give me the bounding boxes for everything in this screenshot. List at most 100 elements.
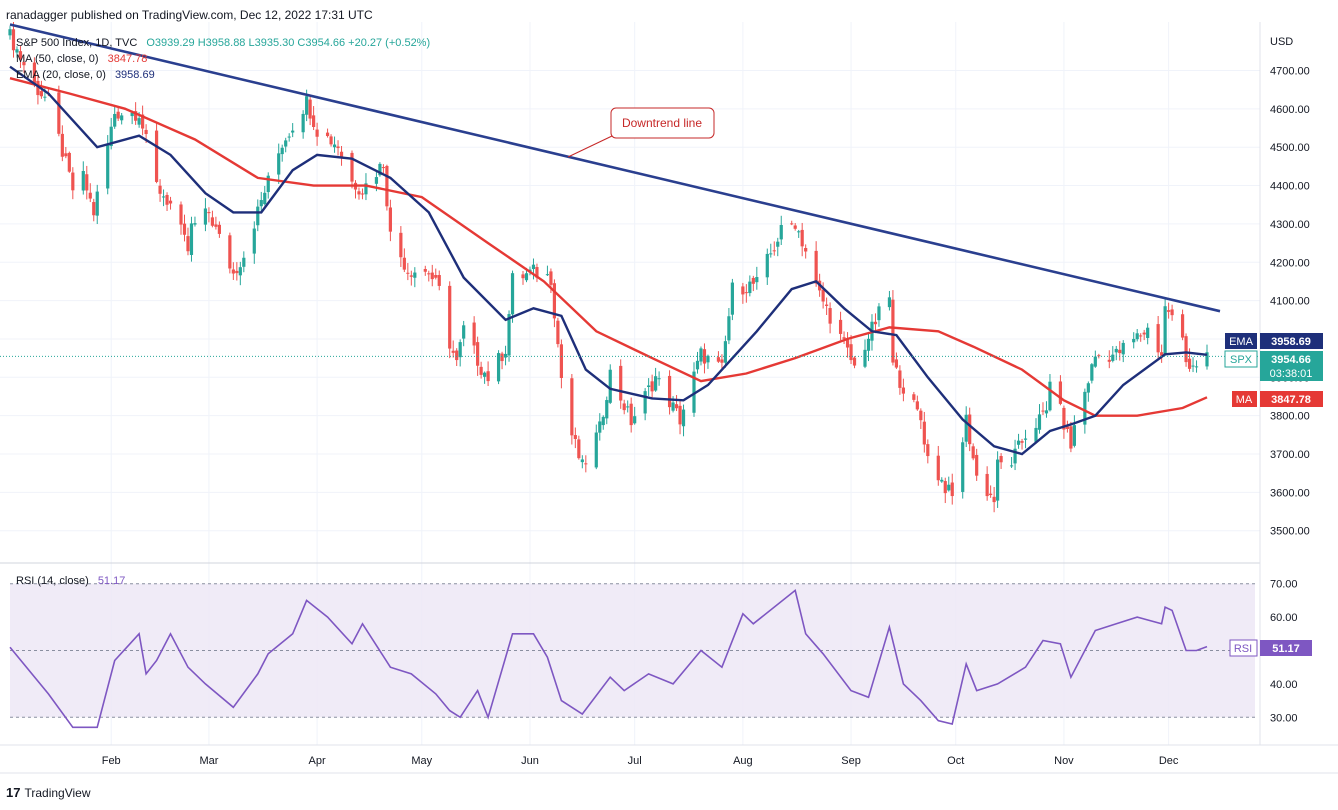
candle-body	[203, 208, 208, 225]
candle-body	[388, 207, 392, 232]
footer-brand[interactable]: TradingView	[24, 785, 91, 800]
candle-body	[887, 297, 892, 308]
price-tick: 3700.00	[1270, 449, 1310, 461]
time-label: May	[411, 755, 432, 767]
time-label: Apr	[309, 755, 326, 767]
price-tick: 3600.00	[1270, 487, 1310, 499]
candle-body	[350, 152, 354, 182]
candle-body	[252, 228, 256, 254]
candle-body	[1114, 348, 1118, 353]
price-tick: 4600.00	[1270, 104, 1310, 116]
candle-body	[1072, 425, 1076, 446]
candle-body	[894, 359, 899, 368]
svg-text:3847.78: 3847.78	[1271, 394, 1311, 406]
candle-body	[674, 404, 679, 409]
candle-body	[15, 49, 19, 53]
candle-body	[1118, 349, 1122, 354]
candle-body	[619, 365, 623, 401]
candle-body	[1163, 306, 1167, 355]
candle-body	[116, 111, 120, 119]
candle-body	[814, 250, 818, 284]
candle-body	[1139, 335, 1143, 337]
legend-symbol: S&P 500 Index, 1D, TVC	[16, 37, 137, 49]
candle-body	[1020, 441, 1024, 443]
time-label: Feb	[102, 755, 121, 767]
downtrend-annotation[interactable]: Downtrend line	[567, 107, 715, 158]
candle-body	[378, 163, 382, 176]
candle-body	[779, 224, 783, 240]
candle-body	[399, 232, 403, 258]
candle-body	[947, 484, 951, 491]
candle-body	[263, 192, 267, 205]
candle-body	[1041, 410, 1045, 412]
time-label: Dec	[1159, 755, 1179, 767]
candle-body	[681, 409, 686, 427]
candle-body	[605, 400, 609, 419]
candle-body	[971, 446, 975, 459]
candle-body	[877, 306, 881, 321]
candle-body	[277, 153, 281, 175]
candle-body	[800, 229, 804, 247]
rsi-line	[9, 588, 1208, 729]
candle-body	[71, 172, 75, 191]
candle-body	[964, 414, 968, 442]
candle-body	[284, 140, 288, 147]
candle-body	[1135, 333, 1139, 340]
candle-body	[57, 92, 61, 134]
candle-body	[772, 250, 776, 252]
candle-body	[989, 493, 993, 496]
candle-body	[144, 129, 148, 135]
candle-body	[88, 192, 92, 199]
candle-body	[570, 378, 574, 436]
candle-body	[141, 114, 145, 129]
price-axis-unit: USD	[1270, 36, 1293, 48]
time-label: Oct	[947, 755, 964, 767]
candle-body	[626, 406, 630, 408]
candle-body	[985, 473, 989, 497]
candle-body	[18, 51, 23, 60]
candle-body	[67, 152, 71, 172]
candle-body	[158, 185, 162, 194]
candle-body	[503, 353, 508, 358]
candle-body	[545, 274, 550, 276]
candle-body	[462, 325, 466, 339]
price-tick: 4400.00	[1270, 181, 1310, 193]
candle-body	[695, 360, 700, 370]
candle-body	[364, 183, 368, 195]
candle-body	[671, 402, 675, 411]
candle-body	[1170, 309, 1174, 316]
candle-body	[458, 342, 462, 358]
candle-body	[179, 204, 183, 225]
candle-body	[873, 321, 878, 325]
candle-body	[790, 223, 794, 225]
candle-body	[448, 285, 452, 349]
candle-body	[723, 341, 728, 363]
price-chart[interactable]: Downtrend line USD 4700.00 4600.00 4500.00…	[0, 22, 1338, 782]
ema-tag: EMA 3958.69	[1225, 333, 1323, 349]
candle-body	[716, 357, 721, 362]
candle-body	[483, 372, 487, 377]
candle-body	[266, 175, 270, 193]
candle-body	[81, 171, 85, 191]
candle-body	[339, 151, 344, 157]
candle-body	[11, 29, 16, 51]
candle-body	[1062, 407, 1066, 430]
candle-body	[235, 270, 239, 274]
candle-body	[1016, 440, 1021, 445]
candle-body	[161, 196, 166, 198]
candle-body	[113, 113, 117, 127]
candle-body	[85, 174, 89, 191]
candle-body	[950, 482, 954, 497]
candle-body	[919, 410, 923, 421]
candle-body	[845, 339, 850, 348]
candle-body	[472, 322, 476, 346]
downtrend-line	[9, 23, 1221, 313]
tradingview-logo-icon: 17	[6, 785, 21, 800]
candle-body	[1093, 356, 1097, 367]
candle-body	[702, 349, 707, 364]
candle-body	[992, 496, 996, 503]
candle-body	[476, 342, 480, 366]
candle-body	[559, 344, 563, 378]
rsi-tick: 30.00	[1270, 712, 1298, 724]
candle-body	[1107, 359, 1111, 362]
